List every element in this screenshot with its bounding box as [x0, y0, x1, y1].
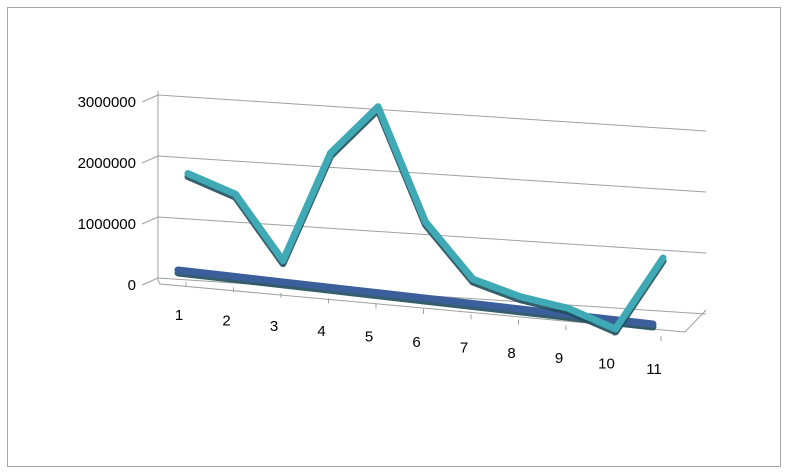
series-1-point-11 — [650, 321, 656, 327]
series-2-point-1 — [185, 170, 191, 177]
y-tick-label: 0 — [128, 277, 136, 294]
gridline — [157, 155, 707, 193]
gridline — [157, 94, 707, 132]
y-axis-tick — [141, 155, 159, 164]
series-2-point-7 — [470, 276, 476, 283]
y-axis-tick — [141, 277, 159, 286]
series-1-point-7 — [460, 299, 466, 306]
chart-svg: 0 1000000 2000000 3000000 1 2 3 4 5 6 7 8 9 10 11 — [78, 91, 707, 378]
y-tick-label: 1000000 — [78, 216, 136, 233]
chart-frame: 0 1000000 2000000 3000000 1 2 3 4 5 6 7 8 9 10 11 — [7, 7, 781, 467]
series-2-point-2 — [232, 191, 239, 198]
series-2-point-5 — [375, 103, 381, 110]
x-tick-label: 6 — [412, 334, 420, 351]
x-tick-label: 10 — [598, 356, 615, 373]
x-tick-label: 7 — [460, 339, 468, 356]
series-1-point-3 — [270, 277, 276, 284]
x-tick-label: 4 — [317, 323, 325, 340]
label-layer: 0 1000000 2000000 3000000 1 2 3 4 5 6 7 8 9 10 11 — [78, 94, 662, 378]
x-tick-label: 3 — [270, 318, 278, 335]
x-tick-label: 2 — [222, 312, 230, 329]
series-1-point-6 — [412, 294, 419, 300]
y-tick-label: 3000000 — [78, 94, 136, 111]
series-2-point-6 — [422, 218, 429, 225]
series-2-point-4 — [327, 150, 334, 157]
y-tick-label: 2000000 — [78, 155, 136, 172]
y-axis-tick — [141, 216, 159, 225]
floor-outline — [157, 279, 707, 333]
y-axis-tick — [141, 94, 159, 103]
series-1-point-1 — [175, 267, 181, 273]
series-1-point-5 — [365, 288, 371, 295]
series-2-point-10 — [612, 325, 619, 332]
series-2-point-3 — [280, 257, 286, 264]
x-tick-label: 9 — [555, 350, 563, 367]
series-2-point-9 — [565, 305, 571, 312]
series-2 — [184, 103, 667, 336]
series-layer — [174, 103, 667, 336]
x-tick-label: 1 — [175, 307, 183, 324]
axis-layer — [157, 91, 707, 341]
x-tick-label: 5 — [365, 329, 373, 346]
series-1-point-4 — [317, 283, 324, 290]
series-1-point-8 — [507, 304, 514, 311]
x-tick-label: 11 — [646, 361, 662, 378]
series-1-point-2 — [222, 272, 229, 279]
series-2-point-11 — [660, 255, 666, 262]
series-2-point-8 — [517, 293, 524, 300]
x-tick-label: 8 — [507, 345, 515, 362]
